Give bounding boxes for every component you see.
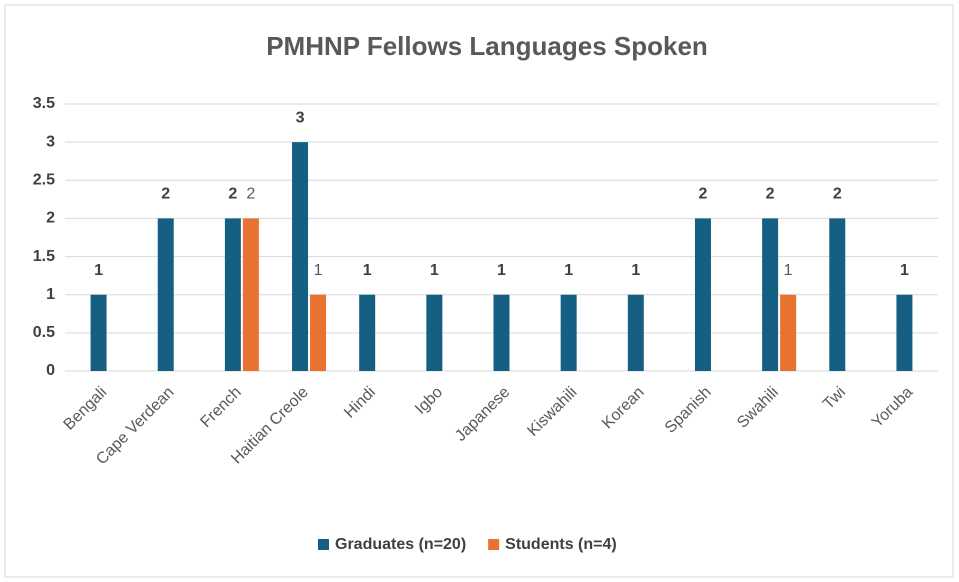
bar bbox=[292, 142, 309, 371]
bar bbox=[560, 294, 577, 371]
legend-label: Graduates (n=20) bbox=[335, 536, 466, 553]
data-label: 1 bbox=[497, 262, 506, 279]
bar bbox=[896, 294, 913, 371]
y-tick-label: 0 bbox=[46, 362, 55, 379]
chart-title: PMHNP Fellows Languages Spoken bbox=[266, 31, 708, 61]
bar bbox=[224, 218, 241, 371]
data-label: 1 bbox=[631, 262, 640, 279]
legend-swatch bbox=[318, 539, 329, 550]
data-label: 1 bbox=[363, 262, 372, 279]
data-label: 1 bbox=[564, 262, 573, 279]
data-label: 2 bbox=[161, 186, 170, 203]
data-label: 1 bbox=[900, 262, 909, 279]
bar bbox=[627, 294, 644, 371]
bar bbox=[242, 218, 259, 371]
data-label: 1 bbox=[314, 262, 323, 279]
legend-label: Students (n=4) bbox=[505, 536, 617, 553]
y-tick-label: 3 bbox=[46, 133, 55, 150]
bar bbox=[762, 218, 779, 371]
y-tick-label: 1 bbox=[46, 286, 55, 303]
chart-border bbox=[4, 4, 954, 578]
legend-swatch bbox=[488, 539, 500, 550]
data-label: 2 bbox=[833, 186, 842, 203]
y-tick-label: 2.5 bbox=[33, 172, 55, 189]
bar bbox=[694, 218, 711, 371]
bar bbox=[157, 218, 174, 371]
y-tick-label: 3.5 bbox=[33, 95, 55, 112]
bar bbox=[829, 218, 846, 371]
data-label: 2 bbox=[228, 186, 237, 203]
bar bbox=[310, 294, 327, 371]
data-label: 1 bbox=[784, 262, 793, 279]
data-label: 1 bbox=[430, 262, 439, 279]
bar bbox=[780, 294, 797, 371]
y-tick-label: 2 bbox=[46, 210, 55, 227]
bar bbox=[90, 294, 107, 371]
data-label: 1 bbox=[94, 262, 103, 279]
bar bbox=[359, 294, 376, 371]
bar bbox=[426, 294, 443, 371]
bar bbox=[493, 294, 510, 371]
data-label: 2 bbox=[699, 186, 708, 203]
y-tick-label: 0.5 bbox=[33, 324, 55, 341]
data-label: 3 bbox=[296, 109, 305, 126]
y-tick-label: 1.5 bbox=[33, 248, 55, 265]
data-label: 2 bbox=[246, 186, 255, 203]
data-label: 2 bbox=[766, 186, 775, 203]
